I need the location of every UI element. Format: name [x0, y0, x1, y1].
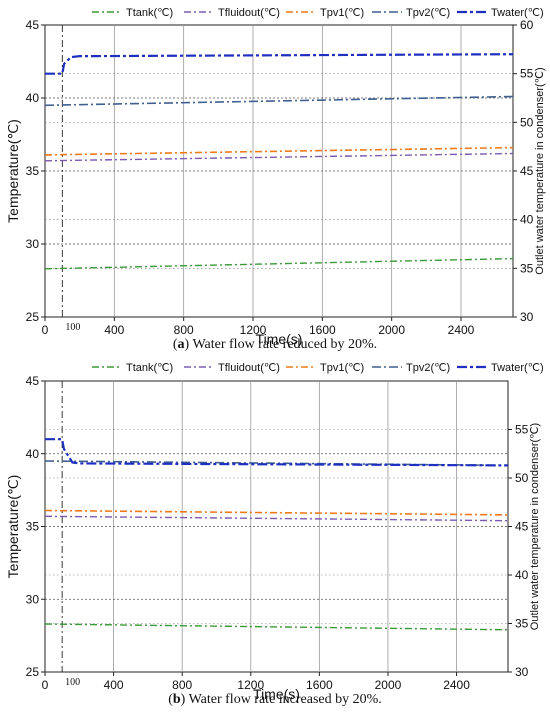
series-line-tfluidout: [44, 152, 514, 162]
legend-label-ttank: Ttank(℃): [126, 362, 173, 374]
y-tick-label: 30: [26, 237, 40, 251]
y-tick-label: 25: [26, 665, 40, 679]
y-tick-label: 45: [26, 18, 40, 32]
y-tick-label: 35: [26, 164, 40, 178]
y-right-tick-label: 55: [520, 67, 534, 81]
series-line-tpv2: [44, 95, 514, 107]
legend-label-tpv2: Tpv2(℃): [406, 362, 450, 374]
y-right-tick-label: 60: [520, 18, 534, 32]
y-tick-label: 35: [26, 520, 40, 534]
y-right-tick-label: 50: [520, 115, 534, 129]
legend-label-tfluidout: Tfluidout(℃): [218, 362, 280, 374]
marker-label: 100: [65, 322, 80, 333]
series-line-ttank: [44, 257, 514, 270]
y-tick-label: 40: [26, 91, 40, 105]
x-tick-label: 2000: [375, 678, 402, 692]
series-line-tpv1: [44, 509, 509, 516]
x-tick-label: 2000: [378, 323, 405, 337]
series-line-twater: [45, 53, 514, 75]
y-right-tick-label: 40: [520, 213, 534, 227]
x-tick-label: 800: [172, 678, 192, 692]
chart-panel-a: 0 400 800 1200 1600 2000 2400 25 30 35 40 45 30 35 40 4…: [5, 7, 546, 347]
y-right-axis-label: Outlet water temperature in condenser(℃): [534, 67, 546, 274]
y-right-tick-label: 55: [515, 423, 529, 437]
caption-b: (b) Water flow rate increased by 20%.: [168, 692, 382, 707]
legend-label-twater: Twater(℃): [491, 362, 544, 374]
x-tick-label: 0: [42, 323, 49, 337]
x-tick-label: 2400: [448, 323, 475, 337]
x-axis-label: Time(s): [256, 331, 303, 347]
legend-label-ttank: Ttank(℃): [126, 7, 173, 19]
legend-label-twater: Twater(℃): [491, 7, 544, 19]
y-right-axis-label: Outlet water temperature in condenser(℃): [529, 423, 541, 630]
y-right-tick-label: 45: [520, 164, 534, 178]
marker-label: 100: [65, 677, 80, 688]
y-tick-label: 40: [26, 447, 40, 461]
y-tick-label: 30: [26, 592, 40, 606]
y-right-tick-label: 35: [515, 617, 529, 631]
series-line-ttank: [44, 623, 509, 631]
y-tick-label: 25: [26, 310, 40, 324]
y-axis-label: Temperature(℃): [5, 119, 21, 223]
series-line-tpv1: [44, 146, 514, 156]
y-tick-label: 45: [26, 374, 40, 388]
x-tick-label: 400: [104, 323, 124, 337]
x-tick-label: 1200: [237, 678, 264, 692]
x-tick-label: 2400: [443, 678, 470, 692]
y-right-tick-label: 30: [520, 310, 534, 324]
legend-label-tpv1: Tpv1(℃): [320, 362, 364, 374]
x-tick-label: 1600: [309, 323, 336, 337]
series-line-tfluidout: [44, 515, 509, 522]
x-tick-label: 0: [42, 678, 49, 692]
x-tick-label: 800: [174, 323, 194, 337]
series-line-twater: [45, 438, 509, 467]
y-right-tick-label: 45: [515, 520, 529, 534]
chart-panel-b: 0 400 800 1200 1600 2000 2400 25 30 35 40 45 30 35 40 4…: [5, 362, 544, 702]
legend-label-tpv2: Tpv2(℃): [406, 7, 450, 19]
x-tick-label: 400: [104, 678, 124, 692]
legend-label-tfluidout: Tfluidout(℃): [218, 7, 280, 19]
caption-a: (a) Water flow rate reduced by 20%.: [172, 337, 378, 352]
x-tick-label: 1200: [240, 323, 267, 337]
y-right-tick-label: 40: [515, 568, 529, 582]
y-right-tick-label: 35: [520, 261, 534, 275]
y-right-tick-label: 30: [515, 665, 529, 679]
y-axis-label: Temperature(℃): [5, 475, 21, 579]
y-right-tick-label: 50: [515, 471, 529, 485]
legend-label-tpv1: Tpv1(℃): [320, 7, 364, 19]
x-axis-label: Time(s): [253, 686, 300, 702]
x-tick-label: 1600: [306, 678, 333, 692]
